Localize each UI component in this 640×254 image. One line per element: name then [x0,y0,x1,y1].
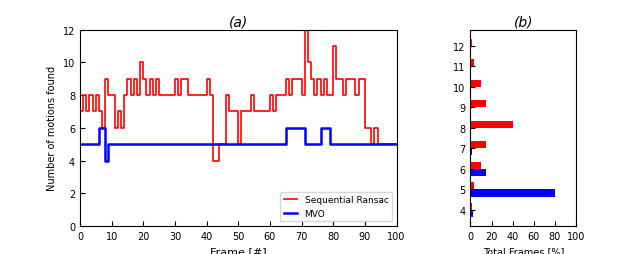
Bar [470,80,481,87]
Sequential Ransac [269,110,277,114]
MVO [228,143,236,146]
MVO [320,127,328,130]
Bar [470,182,474,189]
MVO [102,159,109,162]
Sequential Ransac [156,94,163,97]
MVO [162,143,170,146]
Sequential Ransac [209,159,217,162]
MVO [393,143,401,146]
X-axis label: Frame [#]: Frame [#] [210,246,267,254]
Title: (a): (a) [228,15,248,29]
Y-axis label: Number of motions found: Number of motions found [47,66,57,190]
Sequential Ransac [76,110,84,114]
Bar [470,141,486,149]
Sequential Ransac [320,78,328,81]
Title: (b): (b) [513,15,533,29]
Bar [470,149,472,156]
MVO [304,143,312,146]
Bar [470,101,486,108]
Bar [470,169,486,176]
Sequential Ransac [225,110,233,114]
Sequential Ransac [304,61,312,65]
Bar [470,210,472,217]
MVO [273,143,280,146]
Line: MVO: MVO [80,128,397,161]
Bar [470,39,472,46]
Legend: Sequential Ransac, MVO: Sequential Ransac, MVO [280,192,392,221]
Sequential Ransac [99,127,106,130]
Bar [470,189,555,197]
Bar [470,121,513,128]
MVO [95,127,103,130]
Sequential Ransac [393,143,401,146]
MVO [76,143,84,146]
Bar [470,162,481,169]
MVO [105,143,113,146]
Bar [470,203,472,210]
Sequential Ransac [301,29,308,32]
X-axis label: Total Frames [%]: Total Frames [%] [483,246,564,254]
Line: Sequential Ransac: Sequential Ransac [80,30,397,161]
Bar [470,60,474,67]
